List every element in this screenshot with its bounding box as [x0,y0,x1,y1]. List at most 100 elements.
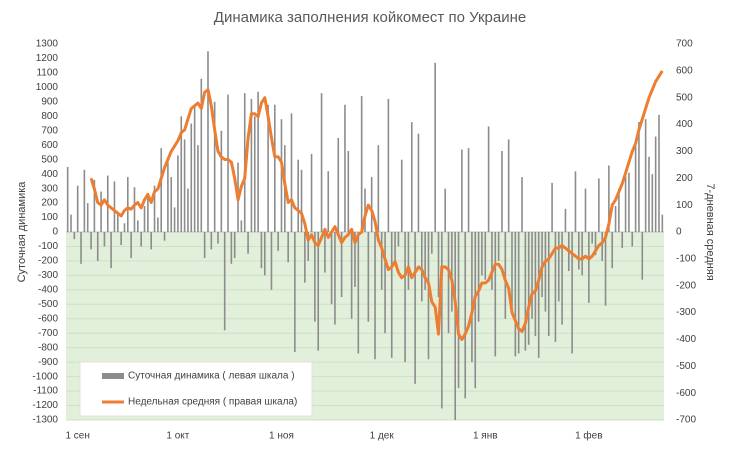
bar [93,179,96,232]
bar [427,232,430,360]
y-tick-label: -800 [38,342,58,353]
y-tick-label: -1000 [32,371,58,382]
bar [130,232,132,259]
y-tick-label: 900 [41,96,58,107]
bar [594,232,597,256]
bar [173,207,176,232]
bar [574,171,577,232]
y2-tick-label: -300 [676,307,696,318]
bar [344,104,346,232]
bar [360,96,363,232]
y-tick-label: 1100 [36,68,58,79]
y2-tick-label: -700 [676,415,696,426]
y-tick-label: -1300 [32,415,58,426]
bar [444,188,446,232]
bar [267,104,269,232]
bar [598,178,600,232]
bar [578,232,580,270]
bar [661,214,664,232]
y-tick-label: -200 [38,256,58,267]
bar [477,232,480,322]
bar [400,159,403,232]
bar [354,232,356,287]
y2-tick-label: 600 [676,65,693,76]
y-tick-label: -1100 [33,386,58,397]
y2-tick-label: -500 [676,361,696,372]
bar [127,177,129,232]
bar [370,177,373,232]
bar [651,174,654,232]
bar [648,156,650,232]
y-tick-label: -500 [38,299,58,310]
bar [233,232,236,259]
legend-swatch [102,373,124,379]
x-tick-label: 1 дек [370,431,395,442]
y-tick-label: 700 [41,125,58,136]
bar [247,232,249,254]
bar [447,232,450,334]
bar [621,232,624,248]
bar [537,232,540,358]
bar [547,232,550,337]
legend-label: Недельная средняя ( правая шкала) [128,397,297,408]
bar [404,232,406,363]
bar [250,98,253,232]
y-tick-label: -700 [38,328,58,339]
bar [524,232,527,351]
bar [544,232,547,312]
bar [601,232,603,261]
bar [618,188,620,232]
bar [120,232,122,246]
bar [280,119,283,232]
bar [103,232,106,247]
y-tick-label: 400 [41,169,58,180]
bar [223,232,226,331]
bar [310,153,313,232]
bar [534,232,537,337]
y2-tick-label: 500 [676,92,693,103]
bar [100,191,102,232]
bar [624,175,627,232]
bar [177,155,179,232]
bar [193,104,196,232]
line [89,70,664,341]
bar [437,232,440,298]
y-axis-title: Суточная динамика [16,181,28,283]
bar [227,94,229,232]
bar [497,232,500,261]
bar [290,113,293,232]
y-tick-label: 500 [41,154,58,165]
bar [571,232,573,354]
bar [424,232,426,290]
y2-axis-title: 7-дневная средняя [704,183,716,280]
bar [200,78,203,232]
bar [160,148,163,232]
bar [644,119,647,232]
bar [317,232,320,351]
bar [628,172,630,232]
bar [374,232,376,360]
bar [457,232,460,389]
y2-tick-label: -600 [676,388,696,399]
y-tick-label: 800 [41,111,58,122]
bar [277,232,279,251]
bar [631,232,634,247]
bar [287,232,289,263]
bar [96,232,99,261]
bar [133,187,136,232]
bar [230,232,233,264]
y-tick-label: 200 [41,198,58,209]
bar [591,232,593,244]
bar [584,188,587,232]
bar [334,232,336,325]
bar [364,188,366,232]
bar [557,232,560,302]
bar [441,232,443,409]
bar [350,232,353,319]
y-tick-label: 300 [41,183,58,194]
bar [561,232,563,325]
legend-box [79,361,313,417]
bar [257,91,259,232]
legend-label: Суточная динамика ( левая шкала ) [128,371,295,382]
bar [484,232,487,280]
